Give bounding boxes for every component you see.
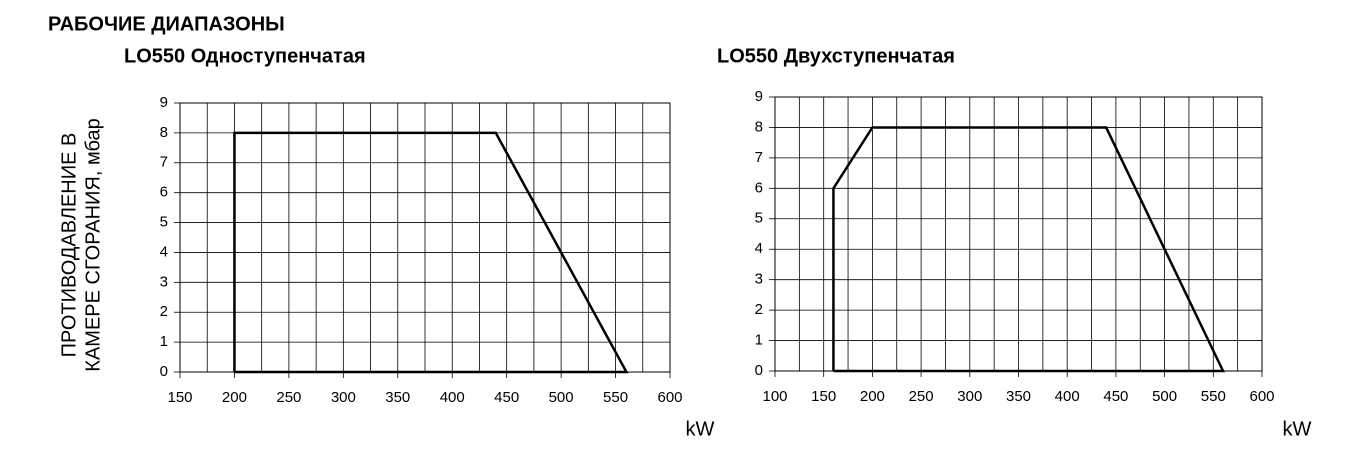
x-tick-label: 250 xyxy=(276,389,301,406)
y-tick-label: 8 xyxy=(755,118,763,135)
chart-title: LO550 Двухступенчатая xyxy=(717,45,955,67)
chart-title: LO550 Одноступенчатая xyxy=(124,45,366,67)
y-tick-label: 5 xyxy=(755,210,763,227)
x-tick-label: 450 xyxy=(494,389,519,406)
x-tick-label: 150 xyxy=(167,389,192,406)
operating-range-line xyxy=(233,131,629,374)
x-tick-label: 400 xyxy=(1055,388,1080,405)
x-tick-label: 200 xyxy=(860,388,885,405)
y-tick-label: 8 xyxy=(160,124,168,141)
x-tick-label: 150 xyxy=(811,388,836,405)
x-tick-label: 300 xyxy=(331,389,356,406)
y-tick-label: 2 xyxy=(755,301,763,318)
x-tick-label: 600 xyxy=(657,389,682,406)
y-tick-label: 3 xyxy=(160,273,168,290)
x-tick-label: 350 xyxy=(385,389,410,406)
y-axis-label: ПРОТИВОДАВЛЕНИЕ В xyxy=(58,133,80,358)
x-axis-label: kW xyxy=(686,418,715,440)
page-title: РАБОЧИЕ ДИАПАЗОНЫ xyxy=(48,13,285,35)
y-tick-label: 4 xyxy=(160,243,168,260)
x-tick-label: 300 xyxy=(957,388,982,405)
y-tick-label: 3 xyxy=(755,271,763,288)
y-tick-label: 2 xyxy=(160,303,168,320)
x-tick-label: 100 xyxy=(762,388,787,405)
y-tick-label: 9 xyxy=(755,88,763,105)
x-tick-label: 350 xyxy=(1006,388,1031,405)
y-tick-label: 9 xyxy=(160,94,168,111)
x-tick-label: 200 xyxy=(222,389,247,406)
y-tick-label: 4 xyxy=(755,240,763,257)
y-tick-label: 7 xyxy=(160,154,168,171)
x-axis-label: kW xyxy=(1283,418,1312,440)
y-tick-label: 6 xyxy=(755,179,763,196)
y-tick-label: 0 xyxy=(160,363,168,380)
y-tick-label: 1 xyxy=(160,333,168,350)
y-tick-label: 7 xyxy=(755,149,763,166)
x-tick-label: 500 xyxy=(549,389,574,406)
x-tick-label: 400 xyxy=(440,389,465,406)
y-tick-label: 0 xyxy=(755,362,763,379)
x-tick-label: 550 xyxy=(603,389,628,406)
y-tick-label: 1 xyxy=(755,332,763,349)
y-tick-label: 5 xyxy=(160,214,168,231)
y-axis-label: КАМЕРЕ СГОРАНИЯ, мбар xyxy=(82,118,104,371)
x-tick-label: 550 xyxy=(1201,388,1226,405)
x-tick-label: 450 xyxy=(1103,388,1128,405)
x-tick-label: 250 xyxy=(909,388,934,405)
y-tick-label: 6 xyxy=(160,184,168,201)
x-tick-label: 600 xyxy=(1249,388,1274,405)
x-tick-label: 500 xyxy=(1152,388,1177,405)
operating-range-line xyxy=(832,126,1226,373)
